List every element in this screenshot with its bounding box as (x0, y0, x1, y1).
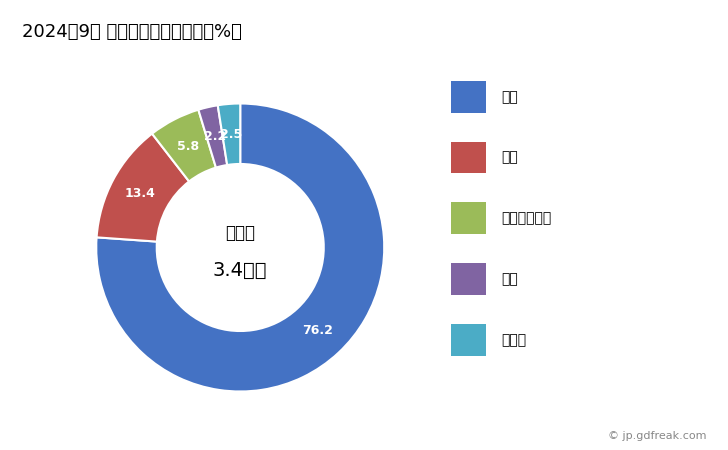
Text: 13.4: 13.4 (124, 187, 155, 200)
Text: 2.2: 2.2 (204, 130, 226, 143)
Wedge shape (96, 104, 384, 392)
Text: シンガポール: シンガポール (501, 211, 551, 225)
Text: 5.8: 5.8 (177, 140, 199, 153)
FancyBboxPatch shape (451, 142, 486, 173)
Text: 2024年9月 輸出相手国のシェア（%）: 2024年9月 輸出相手国のシェア（%） (22, 22, 242, 40)
Wedge shape (152, 110, 216, 181)
Wedge shape (198, 105, 227, 167)
Wedge shape (97, 134, 189, 242)
Text: その他: その他 (501, 333, 526, 347)
Text: 台湾: 台湾 (501, 150, 518, 165)
Text: 総　額: 総 額 (225, 224, 256, 242)
Text: © jp.gdfreak.com: © jp.gdfreak.com (608, 431, 706, 441)
FancyBboxPatch shape (451, 202, 486, 234)
Text: 3.4億円: 3.4億円 (213, 261, 267, 280)
Text: 76.2: 76.2 (302, 324, 333, 337)
FancyBboxPatch shape (451, 81, 486, 112)
FancyBboxPatch shape (451, 324, 486, 356)
Text: タイ: タイ (501, 272, 518, 286)
Text: 香港: 香港 (501, 90, 518, 104)
Wedge shape (218, 104, 240, 165)
FancyBboxPatch shape (451, 263, 486, 295)
Text: 2.5: 2.5 (220, 128, 242, 140)
